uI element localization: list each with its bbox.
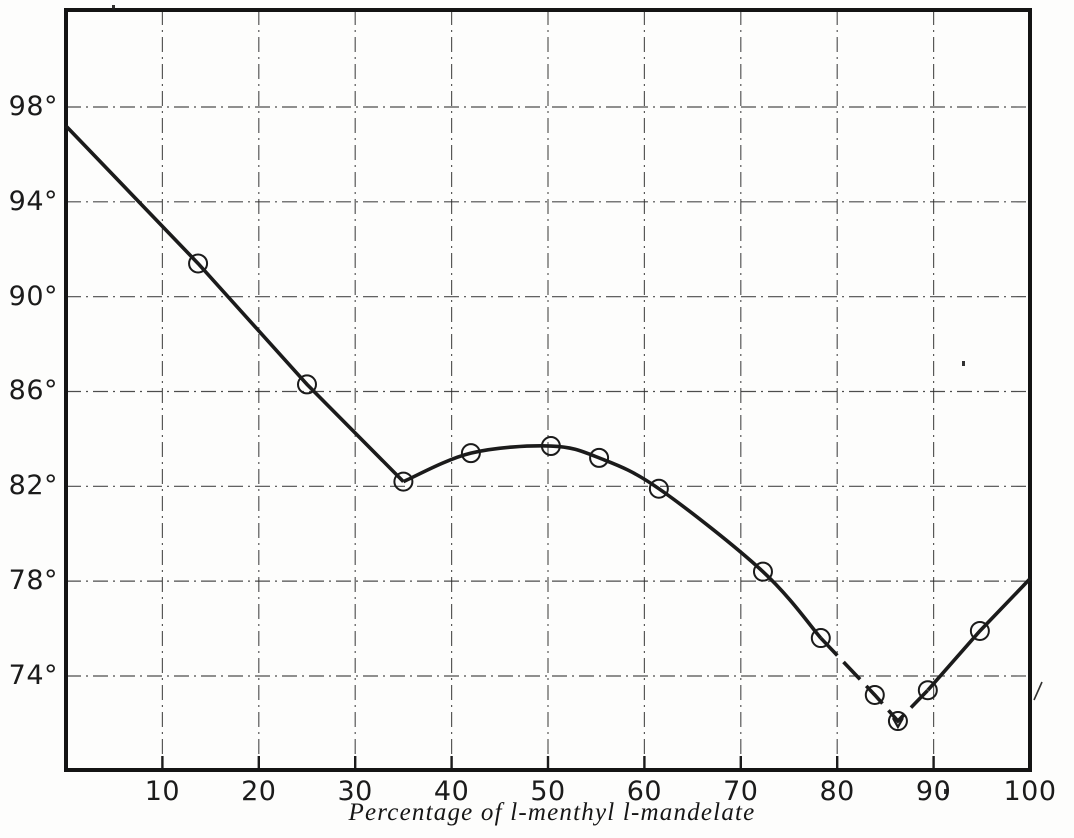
eutectic-v-mark [891, 717, 904, 730]
y-tick-label: 94° [8, 185, 58, 217]
data-point-marker [752, 561, 773, 582]
scan-speck [962, 361, 965, 366]
x-axis-title: Percentage of l-menthyl l-mandelate [348, 799, 756, 826]
data-point-marker [460, 443, 481, 464]
data-point-marker [887, 711, 908, 732]
data-point-marker [188, 253, 209, 274]
x-tick-label: 40 [433, 776, 470, 807]
x-tick-label: 70 [723, 776, 759, 807]
data-point-marker [540, 436, 561, 457]
y-tick-label: 82° [8, 470, 58, 502]
data-point-marker [648, 478, 669, 499]
curve-segment-dashed [819, 636, 930, 724]
y-tick-label: 86° [8, 375, 58, 407]
data-point-marker [589, 447, 610, 468]
x-tick-label: 50 [530, 776, 566, 807]
data-point-marker [969, 620, 990, 641]
x-tick-label: 60 [626, 776, 663, 807]
x-tick-label: 80 [819, 776, 855, 807]
curve-segment [64, 124, 405, 483]
x-tick-label: 10 [144, 776, 181, 807]
data-point-marker [393, 471, 414, 492]
scan-slash [1033, 681, 1043, 701]
scan-speck [112, 5, 115, 10]
plot-border [64, 8, 1032, 772]
x-tick-label: 100 [1003, 776, 1057, 807]
curve-segment [926, 577, 1032, 692]
y-tick-label: 74° [8, 659, 58, 691]
scan-speck [944, 789, 947, 794]
data-point-marker [297, 374, 317, 395]
data-point-marker [917, 680, 938, 701]
y-tick-label: 98° [8, 91, 58, 122]
y-tick-label: 90° [8, 280, 58, 312]
x-tick-label: 30 [337, 776, 373, 807]
data-point-marker [864, 684, 885, 705]
curve-segment [402, 444, 823, 640]
y-tick-label: 78° [8, 565, 58, 597]
x-tick-label: 20 [241, 776, 277, 807]
x-tick-label: 90 [915, 776, 952, 807]
data-point-marker [810, 628, 831, 649]
